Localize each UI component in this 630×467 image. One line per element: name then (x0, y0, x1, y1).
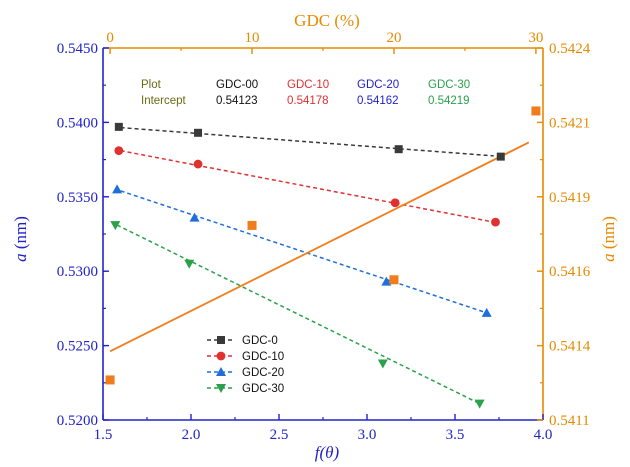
right-tick-label: 0.5421 (549, 115, 590, 131)
table-header-label: Plot (141, 79, 162, 91)
point-intercept (389, 275, 399, 285)
table-intercept-value: 0.54162 (357, 95, 399, 107)
point-intercept (247, 220, 257, 230)
table-column-name: GDC-20 (357, 79, 399, 91)
point-gdc-0 (496, 152, 505, 161)
right-tick-label: 0.5411 (549, 413, 590, 429)
legend-marker-gdc-0 (217, 336, 225, 344)
point-gdc-0 (394, 145, 403, 154)
fit-lines (109, 126, 530, 405)
point-intercept (105, 375, 115, 385)
top-tick-label: 20 (386, 30, 401, 46)
table-column-name: GDC-10 (287, 79, 329, 91)
point-gdc-10 (491, 217, 500, 227)
y-tick-label: 0.5350 (57, 190, 98, 206)
point-gdc-20 (381, 276, 392, 286)
legend-label-gdc-0: GDC-0 (242, 335, 278, 347)
x-tick-label: 3.0 (358, 427, 377, 443)
point-intercept (531, 106, 541, 116)
point-gdc-30 (474, 399, 485, 409)
right-tick-label: 0.5414 (549, 339, 591, 355)
point-gdc-30 (110, 221, 121, 231)
right-tick-label: 0.5419 (549, 190, 590, 206)
x-tick-label: 3.5 (446, 427, 465, 443)
data-points (105, 106, 541, 409)
y-tick-label: 0.5400 (57, 115, 98, 131)
axis-ticks: 1.5 2.0 2.5 3.0 3.5 4.0 0.5200 0.5250 0.5300 0.53… (57, 30, 591, 443)
table-column-name: GDC-30 (428, 79, 470, 91)
point-gdc-20 (112, 184, 123, 194)
y-tick-label: 0.5300 (57, 264, 98, 280)
legend-label-gdc-10: GDC-10 (242, 351, 284, 363)
y-tick-label: 0.5250 (57, 339, 98, 355)
table-intercept-value: 0.54123 (216, 95, 258, 107)
right-tick-label: 0.5416 (549, 264, 591, 280)
point-gdc-10 (193, 159, 203, 169)
x-tick-label: 4.0 (534, 427, 553, 443)
table-column-name: GDC-00 (216, 79, 258, 91)
legend-marker-gdc-10 (216, 351, 226, 361)
fit-line-gdc-20 (120, 190, 487, 314)
y-tick-label: 0.5200 (57, 413, 98, 429)
x-tick-label: 2.5 (270, 427, 289, 443)
right-axis-title: a (nm) (599, 216, 618, 262)
top-tick-label: 0 (106, 30, 114, 46)
right-tick-label: 0.5424 (549, 41, 591, 57)
y-tick-label: 0.5450 (57, 41, 98, 57)
point-gdc-0 (114, 122, 123, 131)
x-tick-label: 2.0 (182, 427, 201, 443)
top-tick-label: 10 (245, 30, 260, 46)
table-intercept-value: 0.54219 (428, 95, 470, 107)
top-tick-label: 30 (528, 30, 543, 46)
legend-label-gdc-30: GDC-30 (242, 383, 284, 395)
point-gdc-30 (377, 359, 388, 369)
fit-line-gdc-0 (120, 126, 494, 157)
point-gdc-30 (184, 259, 195, 269)
intercept-table: Plot Intercept GDC-00 0.54123 GDC-10 0.54178 G… (141, 79, 470, 107)
table-row-label: Intercept (141, 95, 187, 107)
top-axis-title: GDC (%) (294, 11, 360, 30)
table-intercept-value: 0.54178 (287, 95, 329, 107)
legend-label-gdc-20: GDC-20 (242, 367, 284, 379)
x-tick-label: 1.5 (94, 427, 113, 443)
left-axis-title: a (nm) (11, 216, 30, 262)
point-gdc-10 (390, 198, 400, 208)
fit-line-gdc-10 (120, 149, 494, 223)
point-gdc-20 (189, 212, 200, 222)
legend: GDC-0 GDC-10 GDC-20 GDC-30 (207, 335, 284, 395)
legend-marker-gdc-30 (216, 384, 226, 393)
point-gdc-10 (114, 146, 124, 156)
legend-marker-gdc-20 (216, 367, 226, 376)
point-gdc-20 (481, 307, 492, 317)
fit-line-intercept (109, 141, 530, 353)
point-gdc-0 (194, 128, 203, 137)
fit-line-gdc-30 (116, 224, 480, 405)
x-axis-title: f(θ) (315, 443, 340, 462)
